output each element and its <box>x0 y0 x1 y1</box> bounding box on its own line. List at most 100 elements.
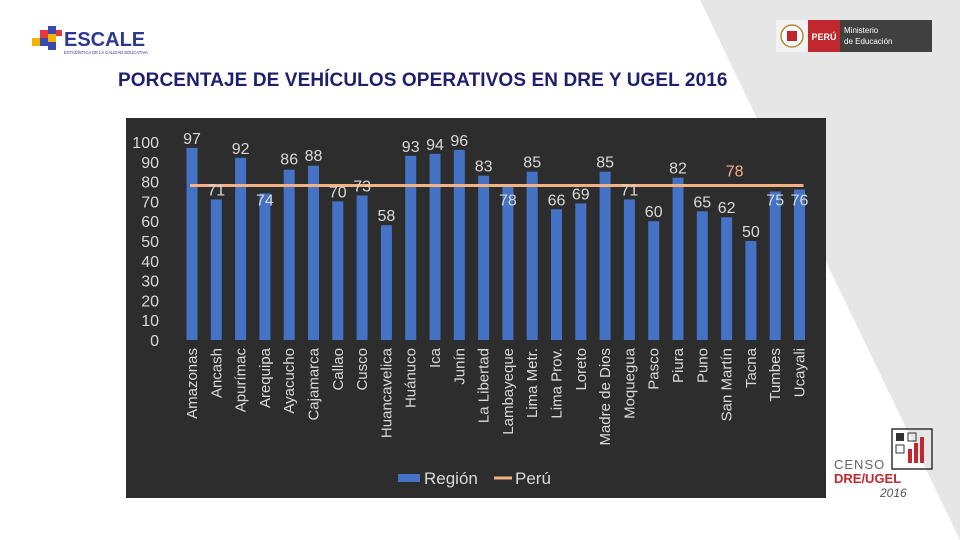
y-tick-label: 80 <box>141 175 159 192</box>
y-tick-label: 60 <box>141 214 159 231</box>
data-label-5: 88 <box>305 148 323 165</box>
category-label-18: Moquegua <box>621 347 638 419</box>
category-label-24: Tumbes <box>767 348 784 402</box>
data-label-3: 74 <box>256 193 274 210</box>
censo-line2: DRE/UGEL <box>834 471 901 486</box>
bar-19 <box>648 221 660 340</box>
peru-value-label: 78 <box>726 164 744 181</box>
data-label-11: 96 <box>450 133 468 150</box>
y-tick-label: 40 <box>141 254 159 271</box>
bar-18 <box>623 199 635 340</box>
bar-chart: 0 10 20 30 40 50 60 70 80 90 100 97 71 92 74 86 88 70 73 58… <box>132 131 809 488</box>
data-label-8: 58 <box>378 208 396 225</box>
bar-3 <box>259 193 271 340</box>
category-label-13: Lambayeque <box>500 348 517 435</box>
peru-label: PERÚ <box>811 31 836 42</box>
legend-label-peru: Perú <box>515 469 551 488</box>
data-label-15: 66 <box>548 192 566 209</box>
category-label-3: Arequipa <box>257 347 274 408</box>
chart-area: 0 10 20 30 40 50 60 70 80 90 100 97 71 92 74 86 88 70 73 58… <box>126 118 826 498</box>
data-label-1: 71 <box>207 182 225 199</box>
data-label-10: 94 <box>426 137 444 154</box>
escale-brand-text: ESCALE <box>64 29 145 51</box>
data-label-19: 60 <box>645 204 663 221</box>
bar-24 <box>769 191 781 340</box>
y-tick-label: 100 <box>132 135 159 152</box>
category-label-4: Ayacucho <box>281 348 298 414</box>
y-tick-label: 0 <box>150 333 159 350</box>
y-tick-label: 90 <box>141 155 159 172</box>
bar-16 <box>575 203 587 340</box>
legend-swatch-region <box>398 474 420 482</box>
category-label-25: Ucayali <box>792 348 809 397</box>
data-label-7: 73 <box>353 178 371 195</box>
bar-23 <box>745 241 757 340</box>
category-label-22: San Martín <box>719 348 736 421</box>
bar-4 <box>283 169 295 340</box>
y-tick-label: 70 <box>141 194 159 211</box>
ministry-line1: Ministerio <box>844 26 879 35</box>
category-label-6: Callao <box>330 348 347 391</box>
data-label-18: 71 <box>621 182 639 199</box>
bar-15 <box>551 209 562 340</box>
ministerio-logo: PERÚ Ministerio de Educación <box>776 20 932 52</box>
category-label-12: La Libertad <box>476 348 493 423</box>
category-label-17: Madre de Dios <box>597 348 614 446</box>
data-label-14: 85 <box>523 155 541 172</box>
bar-21 <box>696 211 708 340</box>
category-label-0: Amazonas <box>184 348 201 419</box>
bar-0 <box>186 147 198 340</box>
data-label-25: 76 <box>791 193 809 210</box>
y-tick-label: 50 <box>141 234 159 251</box>
censo-grid-icon <box>891 428 933 470</box>
data-label-24: 75 <box>766 193 784 210</box>
category-label-21: Puno <box>694 348 711 383</box>
bar-12 <box>478 175 490 340</box>
category-label-5: Cajamarca <box>306 347 323 420</box>
bar-11 <box>453 149 465 340</box>
data-label-16: 69 <box>572 186 590 203</box>
data-label-6: 70 <box>329 184 347 201</box>
bar-20 <box>672 177 684 340</box>
data-label-23: 50 <box>742 224 760 241</box>
data-label-20: 82 <box>669 161 687 178</box>
category-label-8: Huancavelica <box>378 347 395 438</box>
bar-22 <box>721 217 733 340</box>
category-label-9: Huánuco <box>403 348 420 408</box>
category-label-20: Piura <box>670 347 687 383</box>
data-label-22: 62 <box>718 200 736 217</box>
data-label-2: 92 <box>232 141 250 158</box>
category-label-7: Cusco <box>354 348 371 391</box>
data-label-0: 97 <box>183 131 201 148</box>
bar-17 <box>599 171 611 340</box>
bar-7 <box>356 195 368 340</box>
bar-6 <box>332 201 344 340</box>
data-label-12: 83 <box>475 159 493 176</box>
category-label-14: Lima Metr. <box>524 348 541 418</box>
data-label-21: 65 <box>693 194 711 211</box>
y-tick-label: 20 <box>141 293 159 310</box>
bar-13 <box>502 185 514 340</box>
data-label-9: 93 <box>402 139 420 156</box>
bar-9 <box>405 155 417 340</box>
category-label-15: Lima Prov. <box>549 348 566 419</box>
bar-8 <box>380 225 392 340</box>
bar-1 <box>210 199 222 340</box>
page-title: PORCENTAJE DE VEHÍCULOS OPERATIVOS EN DR… <box>118 70 728 91</box>
category-label-16: Loreto <box>573 348 590 391</box>
bar-5 <box>308 165 319 340</box>
category-label-11: Junín <box>451 348 468 385</box>
bar-25 <box>794 189 805 340</box>
bar-2 <box>235 157 247 340</box>
censo-logo: CENSO DRE/UGEL 2016 <box>834 428 933 500</box>
escale-logo: ESCALE ESTADÍSTICA DE LA CALIDAD EDUCATI… <box>32 26 148 55</box>
category-label-1: Ancash <box>208 348 225 398</box>
censo-line3: 2016 <box>879 486 907 500</box>
censo-line1: CENSO <box>834 457 885 472</box>
legend-label-region: Región <box>424 469 478 488</box>
escale-tagline: ESTADÍSTICA DE LA CALIDAD EDUCATIVA <box>64 50 148 55</box>
bar-10 <box>429 153 441 340</box>
ministry-line2: de Educación <box>844 37 892 46</box>
data-label-13: 78 <box>499 193 517 210</box>
category-label-2: Apurímac <box>233 348 250 413</box>
